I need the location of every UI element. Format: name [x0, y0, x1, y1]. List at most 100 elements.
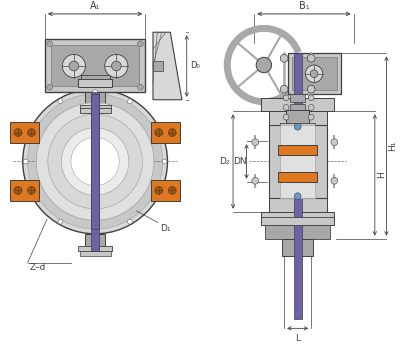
Circle shape: [71, 137, 119, 186]
Bar: [269, 198, 326, 211]
Bar: [290, 113, 305, 121]
Bar: [80, 108, 110, 113]
Circle shape: [93, 90, 98, 95]
Circle shape: [294, 124, 301, 130]
Circle shape: [28, 187, 35, 194]
Bar: [86, 234, 105, 251]
Bar: [294, 53, 302, 319]
Bar: [269, 111, 326, 125]
Bar: [78, 79, 112, 87]
Circle shape: [308, 105, 314, 110]
Circle shape: [310, 70, 318, 78]
Circle shape: [128, 219, 132, 224]
Text: H: H: [377, 171, 386, 178]
Bar: [51, 45, 140, 86]
Circle shape: [138, 84, 143, 90]
Circle shape: [62, 55, 86, 78]
Circle shape: [305, 65, 323, 82]
Circle shape: [28, 94, 163, 229]
Circle shape: [58, 219, 63, 224]
Circle shape: [36, 103, 154, 220]
Circle shape: [252, 177, 258, 184]
Bar: [290, 94, 305, 102]
Circle shape: [105, 55, 128, 78]
Circle shape: [155, 129, 163, 136]
Text: Z–d: Z–d: [30, 264, 46, 273]
Bar: [91, 92, 99, 251]
Circle shape: [23, 89, 168, 234]
Circle shape: [28, 129, 35, 136]
Circle shape: [307, 55, 315, 62]
Bar: [280, 125, 315, 198]
Bar: [292, 57, 337, 90]
Bar: [269, 125, 326, 198]
Circle shape: [48, 114, 142, 209]
Text: DN: DN: [233, 157, 247, 166]
Circle shape: [23, 159, 28, 164]
Circle shape: [162, 159, 167, 164]
Circle shape: [32, 194, 37, 199]
Bar: [151, 122, 180, 143]
Bar: [282, 239, 313, 256]
Bar: [261, 211, 334, 225]
Circle shape: [47, 41, 53, 47]
Circle shape: [307, 85, 315, 93]
Circle shape: [14, 129, 22, 136]
Text: D₀: D₀: [190, 61, 200, 70]
Circle shape: [14, 187, 22, 194]
Text: A₁: A₁: [90, 1, 100, 11]
Circle shape: [93, 228, 98, 233]
Circle shape: [168, 187, 176, 194]
Bar: [261, 217, 334, 225]
Bar: [278, 172, 317, 182]
Bar: [261, 98, 334, 111]
Circle shape: [294, 193, 301, 200]
Bar: [280, 123, 315, 128]
Bar: [86, 92, 105, 109]
Bar: [10, 122, 39, 143]
Text: D₂: D₂: [220, 157, 230, 166]
Circle shape: [47, 84, 53, 90]
Bar: [80, 251, 110, 256]
Circle shape: [280, 85, 288, 93]
Circle shape: [168, 129, 176, 136]
Bar: [45, 39, 145, 92]
Circle shape: [155, 187, 163, 194]
Polygon shape: [153, 32, 182, 100]
Circle shape: [283, 95, 289, 101]
Text: D₁: D₁: [160, 225, 170, 234]
Circle shape: [128, 99, 132, 104]
Circle shape: [308, 95, 314, 101]
Circle shape: [280, 55, 288, 62]
Circle shape: [153, 194, 158, 199]
Bar: [151, 180, 180, 201]
Circle shape: [58, 99, 63, 104]
Circle shape: [308, 114, 314, 120]
Bar: [290, 104, 305, 111]
Circle shape: [283, 114, 289, 120]
Circle shape: [331, 177, 338, 184]
Circle shape: [283, 105, 289, 110]
Text: B₁: B₁: [299, 1, 309, 11]
Bar: [265, 225, 330, 239]
Circle shape: [252, 139, 258, 146]
Bar: [80, 105, 110, 109]
Circle shape: [69, 61, 79, 71]
Bar: [278, 145, 317, 155]
Circle shape: [256, 57, 272, 73]
Bar: [286, 110, 309, 128]
Bar: [288, 53, 341, 94]
Circle shape: [138, 41, 143, 47]
Circle shape: [153, 124, 158, 129]
Bar: [78, 246, 112, 251]
Circle shape: [331, 139, 338, 146]
Text: H₁: H₁: [388, 141, 397, 151]
Circle shape: [112, 61, 121, 71]
Bar: [81, 75, 110, 79]
Text: L: L: [295, 334, 300, 343]
Bar: [10, 180, 39, 201]
Circle shape: [32, 124, 37, 129]
Bar: [153, 61, 163, 71]
Circle shape: [61, 128, 129, 195]
Bar: [91, 94, 99, 229]
